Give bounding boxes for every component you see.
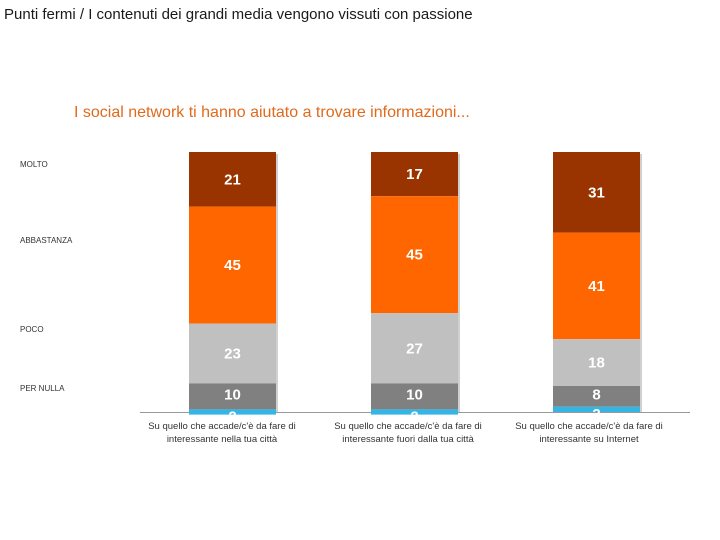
bar-value-label: 2 bbox=[592, 406, 600, 423]
bar-segment-molto-2 bbox=[371, 152, 458, 197]
bar-value-label: 18 bbox=[588, 355, 605, 372]
bar-value-label: 10 bbox=[406, 386, 423, 403]
bar-value-label: 2 bbox=[410, 409, 418, 426]
bar-segment-poco-3 bbox=[553, 339, 640, 386]
legend-label-abbastanza: ABBASTANZA bbox=[20, 236, 73, 245]
bar-segment-other-2 bbox=[371, 409, 458, 415]
bar-value-label: 21 bbox=[224, 171, 241, 188]
bar-value-label: 41 bbox=[588, 278, 605, 295]
bar-shadow bbox=[458, 154, 460, 412]
bar-segment-per-nulla-2 bbox=[371, 383, 458, 410]
legend-label-poco: POCO bbox=[20, 325, 44, 334]
bar-value-label: 2 bbox=[228, 409, 236, 426]
bar-value-label: 31 bbox=[588, 184, 605, 201]
chart-title: I social network ti hanno aiutato a trov… bbox=[74, 104, 470, 121]
bar-value-label: 23 bbox=[224, 346, 241, 363]
bar-segment-molto-1 bbox=[189, 152, 276, 207]
category-label-city: Su quello che accade/c'è da fare di inte… bbox=[148, 421, 296, 445]
bar-segment-abbastanza-2 bbox=[371, 196, 458, 314]
bar-segment-other-3 bbox=[553, 406, 640, 412]
bar-segment-abbastanza-3 bbox=[553, 232, 640, 340]
legend-label-per-nulla: PER NULLA bbox=[20, 384, 65, 393]
bar-segment-poco-1 bbox=[189, 323, 276, 384]
bar-shadow bbox=[640, 154, 642, 412]
page-title: Punti fermi / I contenuti dei grandi med… bbox=[4, 6, 473, 23]
bar-segment-abbastanza-1 bbox=[189, 206, 276, 324]
bar-value-label: 10 bbox=[224, 386, 241, 403]
bar-segment-poco-2 bbox=[371, 313, 458, 384]
category-label-outside-city: Su quello che accade/c'è da fare di inte… bbox=[334, 421, 482, 445]
legend-label-molto: MOLTO bbox=[20, 160, 48, 169]
bar-segment-per-nulla-3 bbox=[553, 386, 640, 407]
bar-segment-molto-3 bbox=[553, 152, 640, 233]
bar-value-label: 27 bbox=[406, 340, 423, 357]
category-label-internet: Su quello che accade/c'è da fare di inte… bbox=[515, 421, 663, 445]
bar-value-label: 45 bbox=[406, 247, 423, 264]
bar-value-label: 45 bbox=[224, 257, 241, 274]
bar-value-label: 8 bbox=[592, 386, 600, 403]
bar-segment-per-nulla-1 bbox=[189, 383, 276, 410]
bar-shadow bbox=[276, 154, 278, 412]
bar-value-label: 17 bbox=[406, 166, 423, 183]
bar-segment-other-1 bbox=[189, 409, 276, 415]
